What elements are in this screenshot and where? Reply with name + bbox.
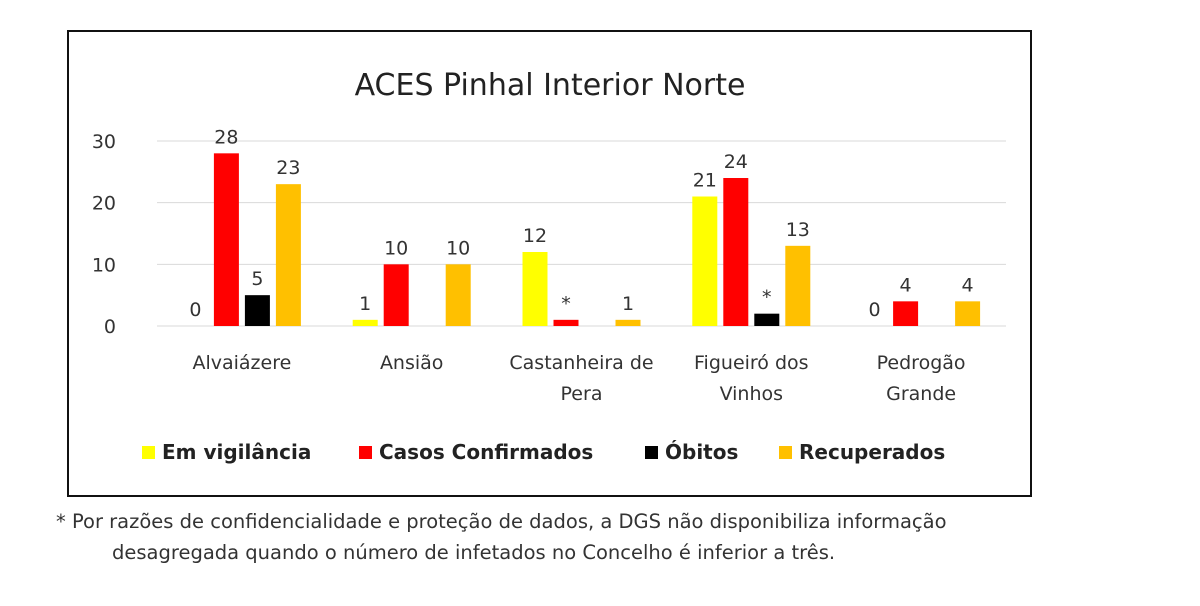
data-label: 10 [446, 237, 470, 259]
legend-label: Óbitos [665, 440, 738, 464]
bar [352, 319, 378, 326]
data-label: 0 [189, 299, 201, 321]
data-label: 4 [962, 274, 974, 296]
x-tick-label: Grande [886, 383, 956, 405]
data-label: 23 [276, 157, 300, 179]
bar [383, 264, 409, 326]
y-tick-label: 10 [92, 254, 116, 276]
x-tick-label: Figueiró dos [694, 352, 809, 374]
x-tick-label: Alvaiázere [192, 352, 291, 374]
data-label: 1 [622, 293, 634, 315]
y-tick-label: 20 [92, 193, 116, 215]
legend-swatch [359, 446, 372, 459]
y-tick-label: 30 [92, 131, 116, 153]
legend-swatch [142, 446, 155, 459]
footnote: * Por razões de confidencialidade e prot… [56, 506, 1186, 568]
x-tick-label: Castanheira de [509, 352, 653, 374]
bar [275, 184, 301, 326]
bar [615, 319, 641, 326]
bar [553, 319, 579, 326]
x-tick-label: Ansião [380, 352, 444, 374]
bar [955, 301, 981, 326]
bar-chart: ACES Pinhal Interior Norte 0 10 20 30 0 1 12 21 0… [92, 68, 1006, 464]
bar [445, 264, 471, 326]
bar [893, 301, 919, 326]
legend-label: Casos Confirmados [379, 440, 593, 464]
data-label: 24 [724, 151, 748, 173]
footnote-line-1: * Por razões de confidencialidade e prot… [56, 510, 947, 533]
data-label: 13 [786, 219, 810, 241]
chart-frame: ACES Pinhal Interior Norte 0 10 20 30 0 1 12 21 0… [67, 30, 1032, 497]
chart-title: ACES Pinhal Interior Norte [355, 68, 746, 103]
x-tick-label: Pedrogão [877, 352, 966, 374]
data-label: 1 [359, 293, 371, 315]
bar [692, 196, 718, 326]
bar [213, 153, 239, 326]
data-label: * [762, 287, 772, 309]
data-label: 28 [214, 126, 238, 148]
data-label: 10 [384, 237, 408, 259]
x-tick-label: Pera [561, 383, 603, 405]
legend-swatch [645, 446, 658, 459]
data-label: 5 [251, 268, 263, 290]
bar [522, 252, 548, 326]
x-tick-label: Vinhos [720, 383, 783, 405]
data-label: 21 [693, 170, 717, 192]
legend-label: Recuperados [799, 440, 945, 464]
legend-label: Em vigilância [162, 440, 311, 464]
y-tick-label: 0 [104, 316, 116, 338]
data-label: * [561, 293, 571, 315]
data-label: 4 [900, 274, 912, 296]
data-label: 0 [869, 299, 881, 321]
bar [244, 295, 270, 326]
bar [723, 178, 749, 326]
bar [785, 245, 811, 326]
data-label: 12 [523, 225, 547, 247]
bar [754, 313, 780, 326]
footnote-line-2: desagregada quando o número de infetados… [112, 541, 836, 564]
legend-swatch [779, 446, 792, 459]
